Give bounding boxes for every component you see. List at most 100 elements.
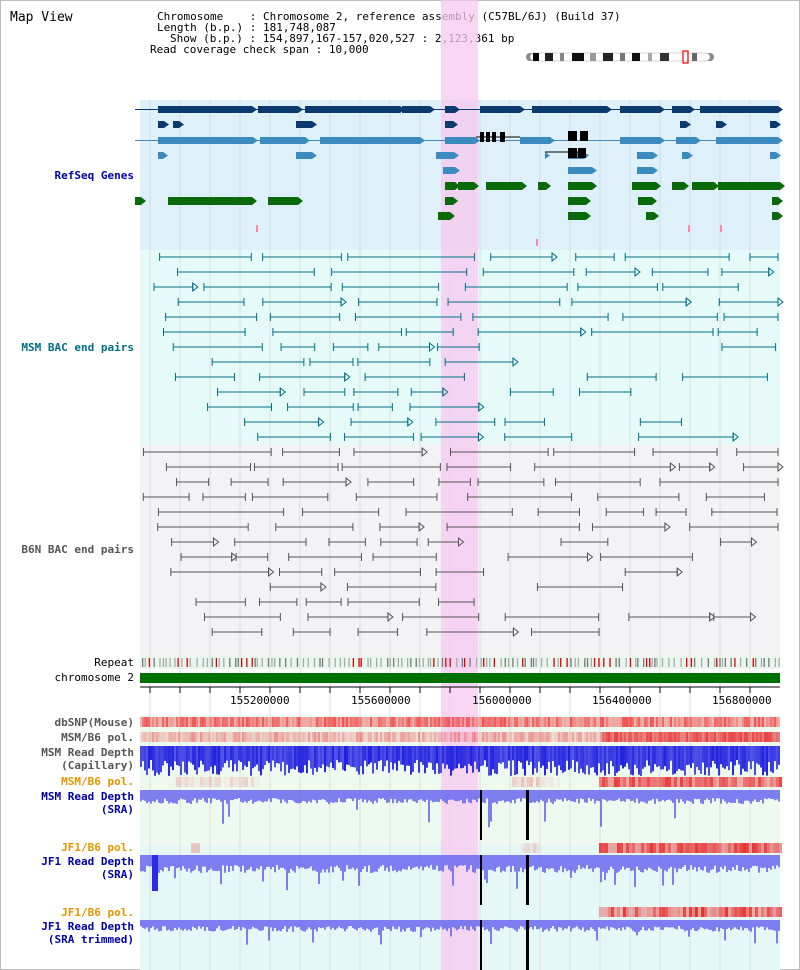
pol-cell (773, 843, 776, 853)
depth-sra-bar (750, 920, 752, 932)
depth-cap-bar (362, 746, 364, 775)
depth-sra-bar (310, 920, 312, 930)
pol-cell (722, 907, 725, 917)
depth-cap-bar (290, 746, 292, 770)
gene-arrow (298, 197, 303, 205)
pol-cell (332, 732, 334, 742)
gene-exon (480, 106, 520, 113)
depth-sra-bar (588, 790, 590, 799)
repeat-mark (313, 658, 316, 667)
depth-cap-bar (676, 746, 678, 772)
depth-sra-bar (454, 920, 456, 929)
depth-sra-bar (406, 855, 408, 870)
gene-arrow (550, 137, 555, 144)
depth-sra-bar (362, 790, 364, 803)
gene-exon (445, 137, 475, 144)
depth-sra-bar (496, 790, 498, 804)
depth-cap-bar (282, 746, 284, 762)
depth-sra-bar (672, 855, 674, 885)
pol-cell (746, 843, 749, 853)
depth-sra-bar (492, 790, 494, 803)
depth-cap-bar (244, 746, 246, 766)
pol-cell (653, 777, 656, 787)
repeat-mark (256, 658, 258, 667)
pol-cell (536, 843, 539, 853)
depth-sra-bar (542, 855, 544, 873)
dbsnp-cell (594, 717, 596, 727)
depth-sra-bar (396, 855, 398, 873)
depth-sra-bar (346, 855, 348, 866)
depth-sra-bar (386, 920, 388, 929)
pol-cell (614, 843, 617, 853)
repeat-mark (643, 658, 645, 667)
depth-sra-bar (744, 920, 746, 929)
depth-sra-bar (682, 790, 684, 802)
msm-bac-pair-arrow (777, 296, 784, 308)
dbsnp-cell (770, 717, 772, 727)
dbsnp-cell (310, 717, 312, 727)
dbsnp-cell (156, 717, 158, 727)
depth-sra-bar (738, 855, 740, 871)
dbsnp-cell (166, 717, 168, 727)
depth-cap-bar (382, 746, 384, 772)
pol-cell (486, 732, 488, 742)
pol-cell (674, 843, 677, 853)
pol-cell (761, 777, 764, 787)
depth-sra-bar (692, 855, 694, 870)
depth-sra-bar (644, 790, 646, 803)
dbsnp-cell (564, 717, 566, 727)
pol-cell (762, 732, 764, 742)
depth-sra-bar (238, 855, 240, 867)
depth-sra-bar (232, 855, 234, 871)
depth-sra-bar (368, 855, 370, 866)
pol-cell (683, 843, 686, 853)
pol-cell (737, 843, 740, 853)
depth-cap-bar (684, 746, 686, 776)
dbsnp-cell (580, 717, 582, 727)
pol-cell (214, 732, 216, 742)
pol-cell (218, 777, 221, 787)
pol-cell (302, 732, 304, 742)
depth-cap-bar (230, 746, 232, 761)
dbsnp-cell (644, 717, 646, 727)
depth-cap-bar (186, 746, 188, 775)
depth-sra-bar (460, 790, 462, 800)
depth-sra-bar (600, 920, 602, 929)
depth-cap-bar (252, 746, 254, 769)
depth-sra-bar (346, 920, 348, 929)
pol-cell (492, 732, 494, 742)
repeat-mark (237, 658, 239, 667)
dbsnp-cell (574, 717, 576, 727)
pol-cell (396, 732, 398, 742)
pol-cell (656, 777, 659, 787)
pol-cell (282, 732, 284, 742)
pol-cell (731, 777, 734, 787)
pol-cell (692, 907, 695, 917)
dbsnp-cell (254, 717, 256, 727)
pol-cell (418, 732, 420, 742)
repeat-mark (251, 658, 253, 667)
depth-cap-bar (218, 746, 220, 775)
depth-sra-bar (686, 790, 688, 801)
pol-cell (758, 732, 760, 742)
depth-cap-bar (644, 746, 646, 767)
pol-cell (185, 777, 188, 787)
depth-sra-bar (602, 790, 604, 799)
pol-cell (476, 732, 478, 742)
repeat-mark (690, 658, 693, 667)
pol-cell (732, 732, 734, 742)
dbsnp-cell (278, 717, 280, 727)
depth-sra-bar (638, 790, 640, 804)
depth-sra-bar (190, 790, 192, 804)
pol-cell (606, 732, 608, 742)
depth-sra-bar (340, 920, 342, 929)
pol-cell (246, 732, 248, 742)
depth-sra-bar (592, 920, 594, 929)
pol-cell (368, 732, 370, 742)
depth-sra-bar (324, 920, 326, 930)
depth-sra-bar (490, 855, 492, 870)
gene-exon (638, 197, 652, 205)
dbsnp-cell (196, 717, 198, 727)
depth-sra-bar (232, 920, 234, 927)
pol-cell (678, 732, 680, 742)
